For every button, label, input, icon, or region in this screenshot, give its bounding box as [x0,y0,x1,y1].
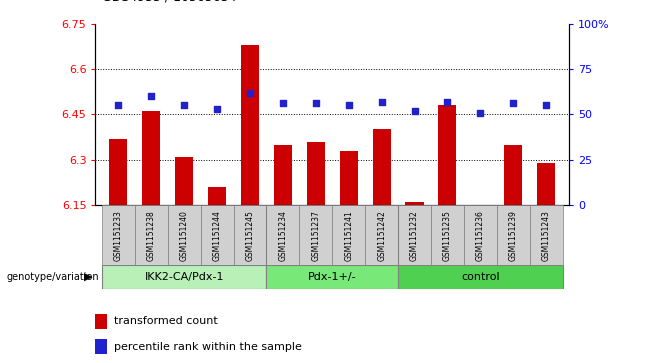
Point [212,106,222,112]
Bar [109,139,128,205]
Point [278,101,288,106]
Text: percentile rank within the sample: percentile rank within the sample [114,342,302,352]
Text: GSM1151237: GSM1151237 [311,210,320,261]
Point [113,102,124,108]
Bar [135,205,168,265]
Bar [241,45,259,205]
Text: Pdx-1+/-: Pdx-1+/- [308,272,357,282]
Text: IKK2-CA/Pdx-1: IKK2-CA/Pdx-1 [145,272,224,282]
Text: GSM1151235: GSM1151235 [443,210,452,261]
Text: GSM1151234: GSM1151234 [278,210,288,261]
Point [179,102,190,108]
Bar [398,265,563,289]
Bar [274,144,292,205]
Text: GSM1151244: GSM1151244 [213,210,222,261]
Bar [530,205,563,265]
Point [475,110,486,115]
Point [146,93,157,99]
Text: GSM1151233: GSM1151233 [114,210,123,261]
Point [311,101,321,106]
Text: genotype/variation: genotype/variation [7,272,99,282]
Bar [405,202,424,205]
Bar [208,187,226,205]
Text: control: control [461,272,499,282]
Point [245,90,255,95]
Text: GSM1151232: GSM1151232 [410,210,419,261]
Bar [438,105,457,205]
Bar [372,130,391,205]
Bar [365,205,398,265]
Bar [431,205,464,265]
Bar [102,205,135,265]
Point [541,102,551,108]
Bar [464,205,497,265]
Bar [266,205,299,265]
Bar [299,205,332,265]
Bar [201,205,234,265]
Point [376,99,387,105]
Text: GSM1151238: GSM1151238 [147,210,156,261]
Text: GSM1151241: GSM1151241 [344,210,353,261]
Bar [307,142,325,205]
Bar [340,151,358,205]
Bar [497,205,530,265]
Text: GSM1151239: GSM1151239 [509,210,518,261]
Bar [398,205,431,265]
Bar [332,205,365,265]
Point [343,102,354,108]
Text: GSM1151236: GSM1151236 [476,210,485,261]
Point [442,99,453,105]
Text: GSM1151245: GSM1151245 [245,210,255,261]
Text: GSM1151242: GSM1151242 [377,210,386,261]
Bar [168,205,201,265]
Text: transformed count: transformed count [114,316,218,326]
Point [508,101,519,106]
Bar [142,111,161,205]
Bar [234,205,266,265]
Text: GSM1151240: GSM1151240 [180,210,189,261]
Text: GSM1151243: GSM1151243 [542,210,551,261]
Bar [102,265,266,289]
Text: ▶: ▶ [84,272,92,282]
Text: GDS4933 / 10565634: GDS4933 / 10565634 [102,0,236,4]
Bar [537,163,555,205]
Bar [504,144,522,205]
Bar [175,157,193,205]
Point [409,108,420,114]
Bar [266,265,398,289]
